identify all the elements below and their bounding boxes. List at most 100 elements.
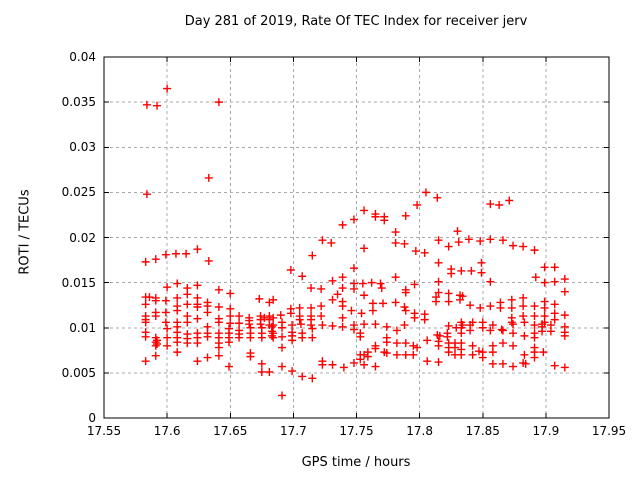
scatter-point [434,288,443,297]
scatter-point [356,355,365,364]
scatter-point [410,280,419,289]
scatter-point [376,279,385,288]
scatter-point [360,291,369,300]
scatter-point [392,326,401,335]
scatter-point [457,350,466,359]
scatter-point [278,332,287,341]
scatter-point [444,242,453,251]
scatter-point [260,313,269,322]
scatter-point [495,201,504,210]
scatter-point [486,326,495,335]
scatter-point [540,278,549,287]
scatter-point [432,297,441,306]
scatter-point [338,284,347,293]
scatter-point [530,321,539,330]
scatter-point [458,321,467,330]
scatter-point [141,318,150,327]
scatter-point [411,247,420,256]
scatter-point [338,322,347,331]
scatter-point [453,227,462,236]
y-tick-label: 0.04 [69,50,96,64]
scatter-point [182,249,191,258]
scatter-point [474,347,483,356]
scatter-point [151,312,160,321]
scatter-point [468,318,477,327]
scatter-point [509,329,518,338]
scatter-point [288,321,297,330]
x-tick-label: 17.65 [213,424,248,438]
scatter-point [391,273,400,282]
scatter-point [226,319,235,328]
scatter-point [295,303,304,312]
scatter-point [161,318,170,327]
scatter-point [278,323,287,332]
scatter-point [328,295,337,304]
scatter-point [357,309,366,318]
scatter-point [265,367,274,376]
scatter-point [434,358,443,367]
scatter-point [379,299,388,308]
scatter-point [307,284,316,293]
x-axis-label: GPS time / hours [301,455,411,470]
scatter-point [488,359,497,368]
scatter-point [400,302,409,311]
scatter-point [278,362,287,371]
scatter-point [371,320,380,329]
y-tick-label: 0.025 [61,185,96,200]
scatter-point [226,312,235,321]
scatter-point [400,321,409,330]
scatter-point [193,302,202,311]
scatter-point [286,309,295,318]
scatter-point [509,341,518,350]
scatter-point [338,220,347,229]
scatter-point [163,84,172,93]
scatter-point [560,363,569,372]
scatter-point [377,284,386,293]
scatter-point [318,321,327,330]
scatter-point [434,277,443,286]
scatter-point [183,318,192,327]
scatter-point [161,296,170,305]
scatter-point [255,294,264,303]
scatter-point [391,238,400,247]
scatter-point [151,296,160,305]
scatter-point [457,266,466,275]
scatter-point [214,318,223,327]
scatter-point [318,360,327,369]
scatter-point [560,275,569,284]
x-tick-label: 17.9 [532,424,560,438]
scatter-point [317,302,326,311]
scatter-point [308,251,317,260]
scatter-point [509,320,518,329]
scatter-point [401,339,410,348]
scatter-point [391,298,400,307]
scatter-point [531,273,540,282]
scatter-point [560,287,569,296]
scatter-point [349,284,358,293]
scatter-point [476,303,485,312]
scatter-point [142,190,151,199]
scatter-point [380,216,389,225]
scatter-point [295,315,304,324]
scatter-point [409,341,418,350]
scatter-point [276,311,285,320]
scatter-point [360,206,369,215]
scatter-point [401,306,410,315]
scatter-point [497,325,506,334]
scatter-point [466,326,475,335]
scatter-point [509,241,518,250]
scatter-point [546,327,555,336]
scatter-point [193,339,202,348]
scatter-point [257,359,266,368]
scatter-point [507,318,516,327]
scatter-point [550,277,559,286]
scatter-point [226,304,235,313]
scatter-point [520,318,529,327]
y-tick-label: 0.02 [69,230,96,245]
scatter-point [520,350,529,359]
scatter-point [444,348,453,357]
scatter-point [257,367,266,376]
scatter-point [246,352,255,361]
scatter-point [173,338,182,347]
scatter-point [269,333,278,342]
